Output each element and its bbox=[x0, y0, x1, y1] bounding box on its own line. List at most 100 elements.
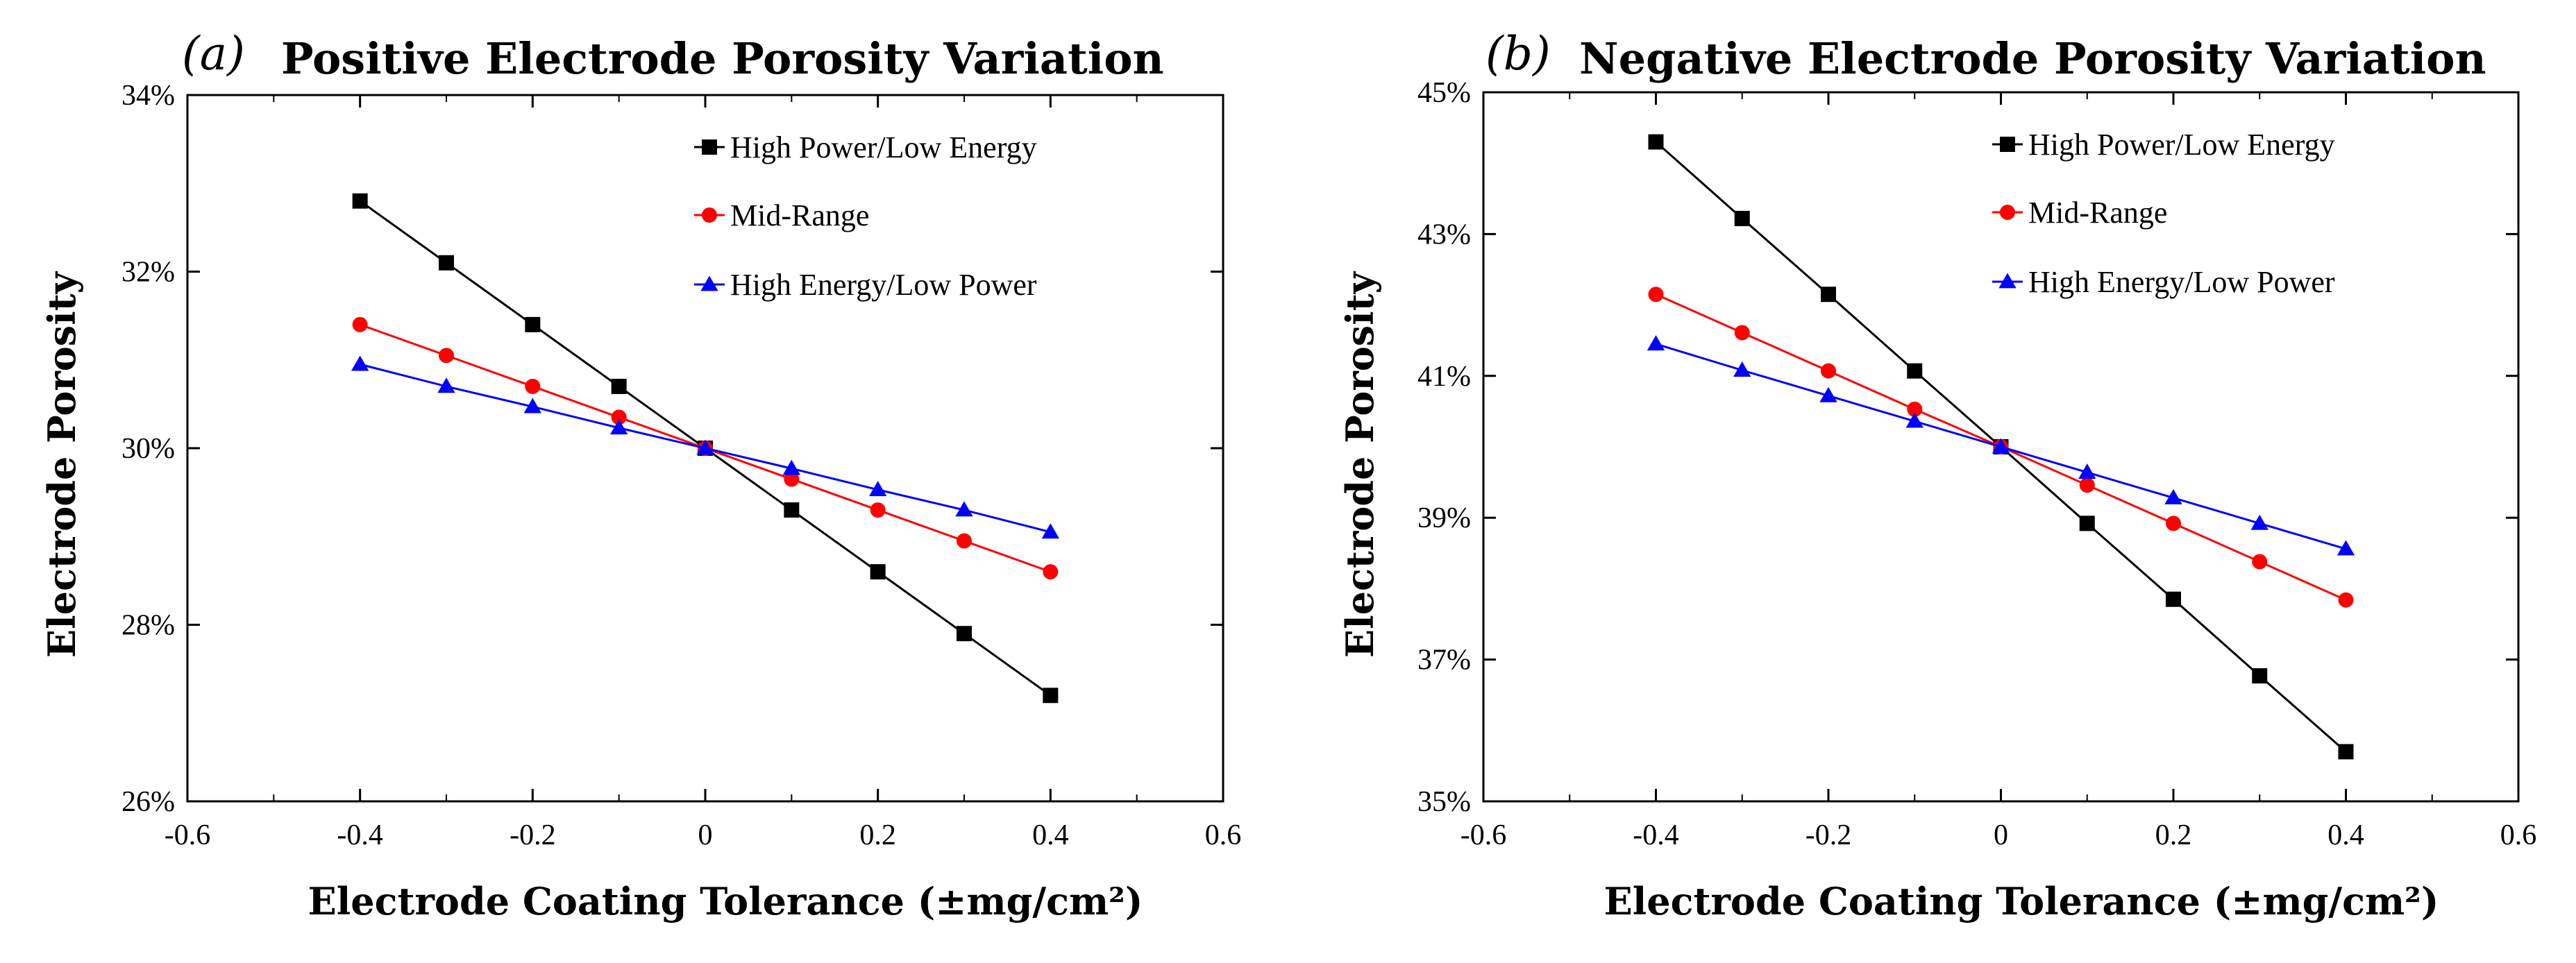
panel-b-point-high-power bbox=[1734, 210, 1750, 226]
panel-a-x-tick-label: 0.6 bbox=[1205, 819, 1242, 851]
panel-a-series-high-energy bbox=[351, 355, 1059, 539]
panel-a-point-high-power bbox=[439, 255, 454, 271]
panel-b-point-high-power bbox=[1648, 134, 1664, 150]
panel-b-legend-marker-high-energy bbox=[1998, 273, 2017, 289]
panel-b-x-tick-label: 0 bbox=[1994, 819, 2008, 851]
panel-a: (a) Positive Electrode Porosity Variatio… bbox=[40, 27, 1241, 923]
panel-b-point-high-power bbox=[2252, 668, 2268, 684]
panel-b-y-tick-label: 35% bbox=[1417, 786, 1471, 818]
panel-a-point-mid-range bbox=[870, 502, 886, 518]
panel-b-y-tick-label: 41% bbox=[1417, 361, 1471, 393]
panel-b-point-mid-range bbox=[1734, 325, 1750, 341]
panel-b-y-tick-label: 39% bbox=[1417, 502, 1471, 534]
panel-b-x-tick-label: -0.4 bbox=[1633, 819, 1679, 851]
panel-b-point-high-power bbox=[1907, 363, 1923, 379]
panel-a-legend-marker-high-power bbox=[702, 139, 717, 155]
panel-b-point-mid-range bbox=[1821, 363, 1836, 379]
panel-a-legend-marker-high-energy bbox=[700, 275, 718, 291]
panel-a-legend-label-high-power: High Power/Low Energy bbox=[730, 130, 1037, 164]
panel-a-point-high-energy bbox=[955, 501, 973, 517]
panel-b-x-axis-label: Electrode Coating Tolerance (±mg/cm²) bbox=[1604, 879, 2439, 923]
panel-b-point-mid-range bbox=[1648, 287, 1664, 302]
panel-b-legend-label-high-power: High Power/Low Energy bbox=[2028, 128, 2335, 162]
panel-b-point-high-energy bbox=[2337, 540, 2355, 556]
panel-a-point-high-energy bbox=[782, 459, 800, 475]
panel-a-point-mid-range bbox=[525, 378, 541, 394]
panel-b-point-mid-range bbox=[1907, 401, 1923, 417]
panel-b-point-high-power bbox=[2338, 744, 2354, 760]
panel-b-y-axis-label: Electrode Porosity bbox=[1338, 271, 1382, 658]
panel-b-point-high-energy bbox=[1905, 412, 1923, 428]
panel-a-point-mid-range bbox=[611, 409, 627, 425]
panel-a-point-mid-range bbox=[957, 533, 972, 549]
panel-a-point-mid-range bbox=[439, 348, 454, 364]
panel-a-legend-marker-mid-range bbox=[702, 207, 717, 223]
panel-b-point-high-energy bbox=[2164, 488, 2182, 504]
panel-a-point-high-power bbox=[611, 378, 627, 394]
panel-b-x-tick-label: -0.2 bbox=[1805, 819, 1852, 851]
panel-b-y-tick-label: 37% bbox=[1417, 645, 1471, 676]
panel-a-point-high-energy bbox=[523, 398, 541, 414]
panel-a-legend-label-high-energy: High Energy/Low Power bbox=[730, 268, 1037, 302]
panel-b: (b) Negative Electrode Porosity Variatio… bbox=[1338, 27, 2536, 923]
panel-b-point-mid-range bbox=[2338, 592, 2354, 608]
panel-a-y-tick-label: 32% bbox=[121, 257, 175, 289]
panel-b-point-mid-range bbox=[2252, 554, 2268, 570]
panel-a-point-mid-range bbox=[1043, 564, 1059, 580]
panel-a-point-high-power bbox=[784, 502, 800, 518]
panel-a-point-high-power bbox=[525, 316, 541, 332]
panel-a-point-mid-range bbox=[784, 471, 800, 487]
panel-b-point-high-energy bbox=[1647, 335, 1665, 351]
panel-b-letter: (b) bbox=[1485, 27, 1551, 80]
panel-b-point-high-energy bbox=[2250, 514, 2268, 530]
panel-b-y-tick-label: 43% bbox=[1417, 219, 1471, 250]
panel-a-x-tick-label: -0.6 bbox=[165, 819, 211, 851]
panel-a-point-high-power bbox=[352, 193, 368, 209]
panel-b-point-mid-range bbox=[2079, 477, 2095, 493]
panel-a-y-tick-label: 30% bbox=[121, 433, 175, 465]
panel-a-x-tick-label: -0.4 bbox=[337, 819, 383, 851]
panel-a-x-tick-label: 0.2 bbox=[859, 819, 896, 851]
panel-a-point-high-power bbox=[1043, 688, 1059, 704]
panel-a-x-tick-label: 0 bbox=[698, 819, 713, 851]
panel-b-series-mid-range bbox=[1648, 287, 2354, 608]
panel-a-point-high-energy bbox=[351, 355, 369, 371]
panel-a-y-tick-label: 34% bbox=[121, 80, 175, 112]
panel-a-point-high-energy bbox=[1041, 523, 1059, 539]
panel-a-x-tick-label: 0.4 bbox=[1032, 819, 1069, 851]
panel-a-x-axis-label: Electrode Coating Tolerance (±mg/cm²) bbox=[308, 879, 1143, 923]
panel-b-legend-label-mid-range: Mid-Range bbox=[2028, 196, 2167, 230]
panel-a-plot: -0.6 -0.4 -0.2 0 0.2 0.4 0.6 26% 28% 30% 32% 34% Hig… bbox=[121, 80, 1241, 851]
panel-b-x-tick-label: 0.2 bbox=[2155, 819, 2192, 851]
panel-a-point-high-power bbox=[870, 564, 886, 580]
panel-a-point-high-energy bbox=[696, 439, 714, 455]
panel-b-legend-marker-mid-range bbox=[2000, 205, 2015, 220]
panel-a-y-tick-label: 26% bbox=[121, 786, 175, 818]
panel-a-point-mid-range bbox=[352, 316, 368, 332]
panel-b-legend-marker-high-power bbox=[2000, 137, 2015, 152]
panel-b-point-high-energy bbox=[1733, 361, 1751, 377]
panel-b-point-high-power bbox=[2079, 515, 2095, 531]
panel-b-point-high-power bbox=[2166, 591, 2181, 607]
panel-a-y-axis-label: Electrode Porosity bbox=[40, 271, 84, 658]
panel-b-x-tick-label: 0.4 bbox=[2327, 819, 2364, 851]
panel-b-point-mid-range bbox=[2166, 515, 2181, 531]
panel-a-point-high-energy bbox=[610, 419, 628, 435]
panel-b-point-high-energy bbox=[2078, 463, 2096, 479]
panel-a-point-high-power bbox=[957, 626, 972, 642]
panel-b-series-high-energy bbox=[1647, 335, 2355, 556]
panel-b-plot: -0.6 -0.4 -0.2 0 0.2 0.4 0.6 35% 37% 39% 41% 43% 45%… bbox=[1417, 77, 2536, 851]
panel-a-point-high-energy bbox=[437, 377, 455, 393]
panel-b-x-tick-label: 0.6 bbox=[2500, 819, 2537, 851]
panel-b-point-high-power bbox=[1821, 287, 1836, 302]
panel-a-y-tick-label: 28% bbox=[121, 610, 175, 642]
panel-a-legend-label-mid-range: Mid-Range bbox=[730, 198, 869, 232]
panel-a-point-high-energy bbox=[869, 481, 887, 497]
panel-b-title: Negative Electrode Porosity Variation bbox=[1579, 33, 2486, 84]
panel-b-point-high-energy bbox=[1819, 386, 1837, 402]
panel-b-y-tick-label: 45% bbox=[1417, 77, 1471, 109]
panel-a-title: Positive Electrode Porosity Variation bbox=[281, 33, 1164, 84]
panel-a-x-tick-label: -0.2 bbox=[510, 819, 556, 851]
panel-b-point-high-energy bbox=[1992, 438, 2010, 454]
